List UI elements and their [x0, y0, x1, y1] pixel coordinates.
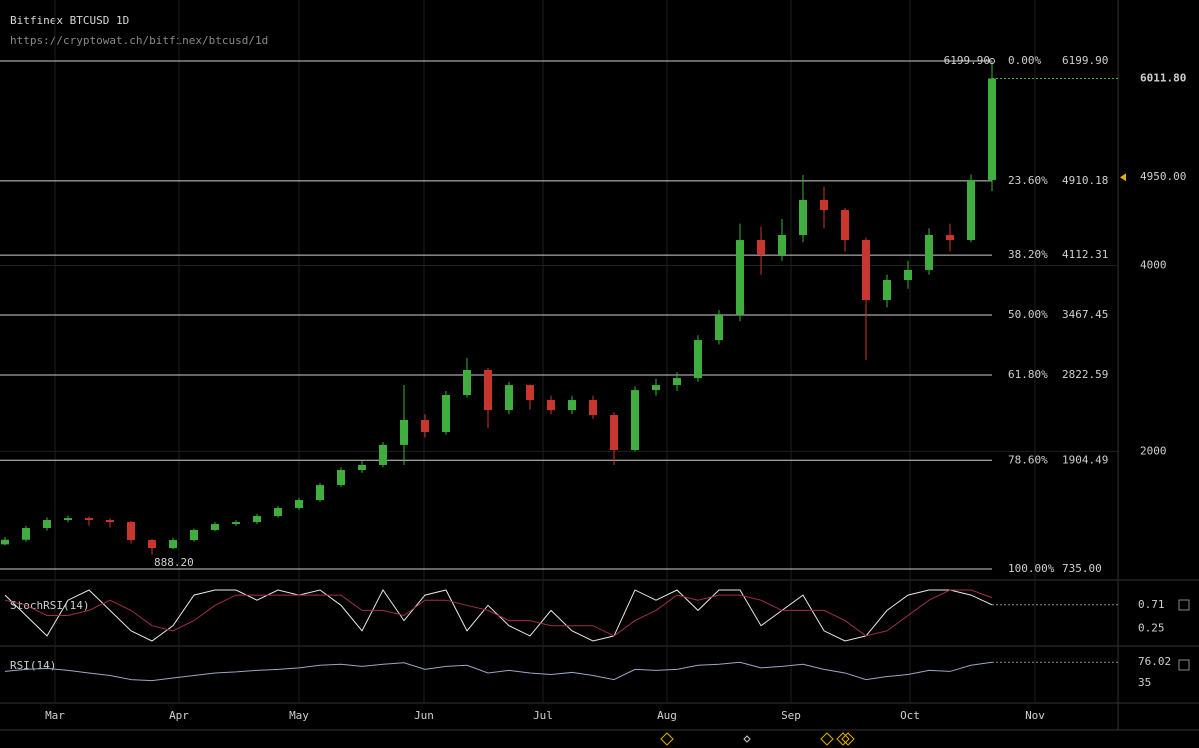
candle-body	[799, 199, 807, 236]
chart-title: Bitfinex BTCUSD 1D	[10, 14, 129, 27]
candle-body	[526, 385, 534, 401]
x-tick-label: Jun	[414, 709, 434, 722]
x-tick-label: Jul	[533, 709, 553, 722]
last-value-label: 76.02	[1138, 655, 1171, 668]
candle-body	[484, 369, 492, 411]
candle-body	[190, 529, 198, 541]
panel-title: StochRSI(14)	[10, 599, 89, 612]
fib-ratio: 0.00%	[1008, 54, 1041, 67]
candle-body	[85, 518, 93, 521]
candle-body	[673, 378, 681, 386]
chart-subtitle: https://cryptowat.ch/bitfinex/btcusd/1d	[10, 34, 268, 47]
candle-body	[463, 369, 471, 396]
fib-price: 2822.59	[1062, 368, 1108, 381]
last-price-label: 6011.80	[1140, 71, 1186, 84]
x-tick-label: May	[289, 709, 309, 722]
fib-price: 6199.90	[1062, 54, 1108, 67]
candle-body	[22, 528, 30, 540]
candle-body	[169, 540, 177, 549]
y-tick-label: 35	[1138, 676, 1151, 689]
candle-body	[883, 280, 891, 300]
candle-body	[64, 518, 72, 521]
candle-body	[358, 465, 366, 471]
candle-body	[505, 385, 513, 411]
fib-ratio: 61.80%	[1008, 368, 1048, 381]
candle-body	[694, 340, 702, 379]
fib-price: 4910.18	[1062, 174, 1108, 187]
high-label: 6199.90	[944, 54, 990, 67]
fib-ratio: 23.60%	[1008, 174, 1048, 187]
fib-ratio: 100.00%	[1008, 562, 1055, 575]
fib-price: 1904.49	[1062, 453, 1108, 466]
fib-ratio: 50.00%	[1008, 308, 1048, 321]
candle-body	[631, 390, 639, 451]
candle-body	[736, 240, 744, 316]
candle-body	[568, 400, 576, 411]
candle-body	[337, 470, 345, 486]
candle-body	[106, 520, 114, 523]
candle-body	[925, 235, 933, 270]
x-tick-label: Sep	[781, 709, 801, 722]
high-marker	[989, 57, 995, 64]
candle-body	[1, 539, 9, 545]
low-label: 888.20	[154, 556, 194, 569]
fib-price: 3467.45	[1062, 308, 1108, 321]
candle-body	[778, 235, 786, 255]
y-tick-label: 4000	[1140, 259, 1167, 272]
candle-body	[232, 522, 240, 525]
candle-body	[946, 235, 954, 241]
x-tick-label: Apr	[169, 709, 189, 722]
fib-price: 735.00	[1062, 562, 1102, 575]
last-value-label: 0.71	[1138, 598, 1165, 611]
x-tick-label: Oct	[900, 709, 920, 722]
close-button[interactable]	[1178, 599, 1190, 611]
candle-body	[274, 508, 282, 517]
indicator-line	[4, 589, 993, 637]
alert-label: 4950.00	[1140, 170, 1186, 183]
fib-ratio: 78.60%	[1008, 453, 1048, 466]
candle-body	[610, 414, 618, 451]
candle-body	[988, 78, 996, 180]
candle-body	[715, 315, 723, 341]
x-tick-label: Aug	[657, 709, 677, 722]
candle-body	[148, 540, 156, 549]
candle-body	[253, 516, 261, 523]
candle-body	[904, 269, 912, 281]
y-tick-label: 0.25	[1138, 621, 1165, 634]
candle-body	[127, 522, 135, 541]
close-button[interactable]	[1178, 659, 1190, 671]
indicator-line	[4, 661, 993, 682]
candle-body	[547, 400, 555, 411]
candle-body	[379, 444, 387, 466]
candle-body	[295, 500, 303, 509]
candle-body	[211, 524, 219, 530]
event-markers	[660, 732, 855, 746]
candle-body	[442, 395, 450, 433]
x-tick-label: Mar	[45, 709, 65, 722]
candle-body	[757, 240, 765, 255]
candle-body	[862, 240, 870, 300]
candle-body	[841, 210, 849, 241]
fib-price: 4112.31	[1062, 248, 1108, 261]
x-tick-label: Nov	[1025, 709, 1045, 722]
candle-body	[43, 520, 51, 529]
candle-body	[421, 420, 429, 433]
y-tick-label: 2000	[1140, 444, 1167, 457]
candle-body	[820, 199, 828, 211]
candle-body	[652, 385, 660, 391]
candle-body	[316, 485, 324, 501]
candle-body	[967, 179, 975, 241]
fib-ratio: 38.20%	[1008, 248, 1048, 261]
alert-marker	[1120, 173, 1126, 182]
candle-body	[589, 400, 597, 415]
candle-body	[400, 420, 408, 445]
